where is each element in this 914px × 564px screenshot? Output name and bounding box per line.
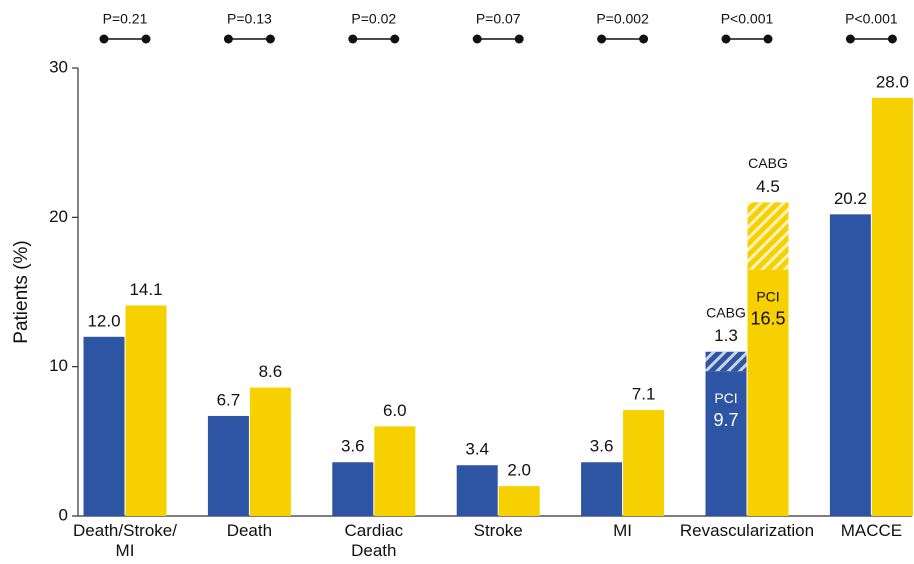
p-dot (763, 34, 773, 44)
bar-hatch (747, 202, 789, 270)
value-label: 7.1 (632, 384, 656, 403)
x-tick-label-line: MI (613, 521, 632, 540)
bar (207, 415, 249, 516)
p-dot (639, 34, 649, 44)
bar-hatch (705, 351, 747, 372)
p-value: P=0.13 (227, 11, 272, 27)
value-label: 6.0 (383, 401, 407, 420)
x-tick-label: MI (613, 521, 632, 540)
x-tick-label: Cardiac Death (345, 521, 404, 560)
bar (829, 214, 871, 516)
p-value: P=0.02 (351, 11, 396, 27)
segment-label: PCI (756, 288, 779, 304)
bar (581, 462, 623, 516)
bar (249, 387, 291, 516)
p-value: P<0.001 (845, 11, 898, 27)
x-tick-label: Death (227, 521, 272, 540)
p-dot (348, 34, 358, 44)
bar (125, 305, 167, 516)
value-label: 3.4 (465, 440, 489, 459)
value-label: 12.0 (87, 311, 120, 330)
x-tick-label-line: Revascularization (680, 521, 814, 540)
x-tick-label-line: Death/Stroke/ (73, 521, 177, 540)
y-tick-label: 20 (49, 207, 68, 226)
bar (332, 462, 374, 516)
segment-label: CABG (748, 155, 788, 171)
p-dot (265, 34, 275, 44)
y-tick-label: 10 (49, 356, 68, 375)
p-dot (390, 34, 400, 44)
x-tick-label: Stroke (474, 521, 523, 540)
bar (374, 426, 416, 516)
y-tick-label: 30 (49, 57, 68, 76)
p-dot (597, 34, 607, 44)
segment-label: PCI (714, 390, 737, 406)
value-label: 9.7 (713, 410, 738, 430)
bar (498, 486, 540, 516)
y-axis-title: Patients (%) (11, 240, 32, 343)
x-tick-label-line: Death (351, 541, 396, 560)
value-label: 3.6 (590, 437, 614, 456)
p-dot (887, 34, 897, 44)
y-tick-label: 0 (59, 505, 68, 524)
x-tick-label: Revascularization (680, 521, 814, 540)
p-value: P=0.07 (476, 11, 521, 27)
p-dot (141, 34, 151, 44)
p-dot (472, 34, 482, 44)
p-value: P=0.002 (596, 11, 649, 27)
value-label: 8.6 (259, 362, 283, 381)
value-label: 1.3 (714, 326, 738, 345)
value-label: 6.7 (217, 390, 241, 409)
value-label: 4.5 (756, 177, 780, 196)
bar (83, 336, 125, 516)
x-tick-label-line: MACCE (841, 521, 902, 540)
bar (871, 97, 913, 516)
segment-label: CABG (706, 304, 746, 320)
value-label: 14.1 (129, 280, 162, 299)
value-label: 3.6 (341, 437, 365, 456)
x-tick-label: Death/Stroke/MI (73, 521, 177, 560)
p-value: P<0.001 (721, 11, 774, 27)
p-dot (223, 34, 233, 44)
x-tick-label: MACCE (841, 521, 902, 540)
bar (705, 371, 747, 516)
p-dot (721, 34, 731, 44)
p-value: P=0.21 (103, 11, 148, 27)
bar (747, 269, 789, 516)
x-tick-label-line: Cardiac (345, 521, 404, 540)
value-label: 28.0 (876, 72, 909, 91)
p-dot (514, 34, 524, 44)
bar (456, 465, 498, 516)
value-label: 2.0 (507, 461, 531, 480)
p-dot (99, 34, 109, 44)
bar (623, 409, 665, 516)
x-tick-label-line: Stroke (474, 521, 523, 540)
x-tick-label-line: MI (116, 541, 135, 560)
p-dot (845, 34, 855, 44)
x-tick-label-line: Death (227, 521, 272, 540)
value-label: 20.2 (834, 189, 867, 208)
value-label: 16.5 (750, 308, 785, 328)
